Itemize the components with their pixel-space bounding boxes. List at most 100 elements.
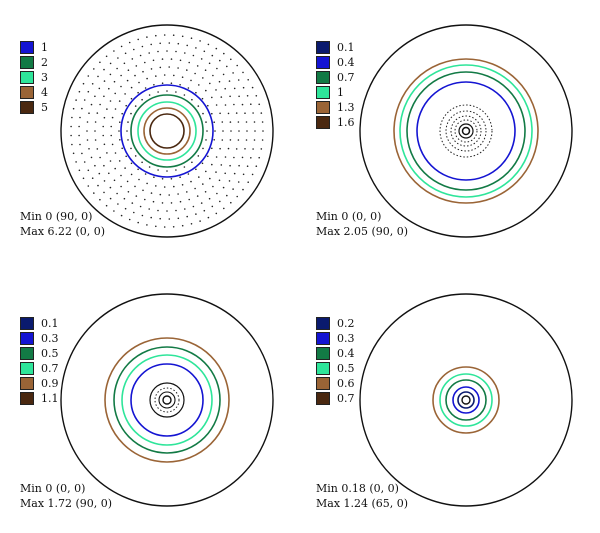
contour-3 — [137, 101, 197, 161]
inner-contour — [158, 391, 176, 409]
grid-dot — [78, 134, 80, 137]
grid-dot — [209, 82, 211, 85]
grid-dot — [127, 191, 130, 193]
grid-dot — [127, 139, 129, 141]
min-value-text: Min 0 (0, 0) — [316, 210, 382, 223]
pole-figure-4 — [359, 293, 573, 507]
legend-label: 1.6 — [337, 116, 355, 129]
legend-label: 0.7 — [337, 71, 355, 84]
grid-dot — [168, 66, 170, 68]
grid-dot — [163, 34, 166, 36]
outer-circle — [60, 293, 274, 507]
grid-dot — [125, 155, 127, 158]
grid-dot — [247, 181, 249, 183]
legend-label: 0.3 — [41, 332, 59, 345]
legend-swatch — [316, 332, 330, 345]
grid-dot — [228, 80, 231, 82]
grid-dot — [191, 161, 193, 164]
grid-dot — [170, 82, 173, 84]
contour-4 — [143, 107, 191, 155]
legend-label: 4 — [41, 86, 48, 99]
contour-0.3 — [452, 386, 480, 414]
legend-swatch — [20, 101, 34, 114]
grid-dot — [146, 224, 148, 226]
grid-dot — [186, 215, 188, 218]
grid-dot — [103, 68, 105, 71]
grid-dot — [159, 42, 161, 45]
grid-dot — [187, 87, 190, 89]
grid-dot — [93, 192, 95, 194]
grid-dot — [241, 103, 244, 106]
grid-dot — [120, 214, 123, 217]
legend-label: 3 — [41, 71, 48, 84]
grid-dot — [150, 216, 152, 219]
grid-dot — [205, 139, 207, 141]
grid-dot — [103, 180, 106, 182]
grid-dot — [130, 112, 132, 115]
grid-dot — [81, 107, 83, 110]
legend-label: 5 — [41, 101, 48, 114]
grid-dot — [211, 112, 213, 115]
grid-dot — [226, 194, 228, 197]
grid-dot — [138, 178, 140, 181]
grid-dot — [211, 163, 213, 166]
stats-3: Min 0 (0, 0) Max 1.72 (90, 0) — [20, 481, 112, 511]
grid-dot — [130, 162, 133, 165]
grid-dot — [216, 192, 218, 195]
grid-dot — [103, 80, 106, 82]
grid-dot — [109, 62, 112, 65]
grid-dot — [214, 130, 216, 132]
grid-dot — [215, 156, 218, 158]
grid-dot — [223, 207, 225, 210]
grid-dot — [110, 134, 112, 137]
grid-dot — [177, 217, 180, 220]
legend-label: 0.7 — [41, 362, 59, 375]
grid-dot — [97, 75, 99, 78]
grid-dot — [109, 100, 112, 102]
grid-dot — [148, 94, 151, 96]
grid-dot — [258, 103, 261, 106]
grid-dot — [113, 80, 116, 83]
contour-0.4 — [445, 379, 487, 421]
grid-dot — [146, 182, 148, 185]
grid-dot — [168, 218, 171, 220]
grid-dot — [238, 164, 240, 167]
grid-dot — [152, 200, 155, 203]
legend-swatch — [20, 392, 34, 405]
grid-dot — [223, 52, 225, 55]
grid-dot — [99, 61, 101, 64]
stats-2: Min 0 (0, 0) Max 2.05 (90, 0) — [316, 209, 408, 239]
min-value-text: Min 0 (0, 0) — [20, 482, 86, 495]
grid-dot — [195, 168, 197, 171]
grid-dot — [126, 130, 128, 132]
grid-dot — [114, 167, 116, 170]
grid-dot — [212, 185, 214, 188]
grid-dot — [211, 96, 213, 99]
legend-label: 0.5 — [41, 347, 59, 360]
legend-swatch — [316, 362, 330, 375]
grid-dot — [204, 191, 207, 193]
grid-dot — [81, 152, 83, 155]
grid-dot — [227, 147, 230, 150]
contour-0.9 — [104, 337, 230, 463]
grid-dot — [141, 214, 144, 217]
grid-dot — [118, 130, 120, 132]
grid-dot — [70, 134, 72, 137]
grid-dot — [152, 59, 155, 62]
grid-dot — [94, 139, 97, 141]
grid-dot — [172, 226, 175, 228]
grid-dot — [114, 92, 116, 95]
grid-dot — [181, 76, 184, 78]
grid-dot — [103, 143, 106, 146]
grid-dot — [190, 223, 193, 225]
grid-dot — [124, 52, 127, 55]
grid-dot — [118, 160, 121, 162]
grid-dot — [224, 104, 227, 106]
grid-dot — [157, 91, 159, 93]
grid-dot — [71, 116, 73, 119]
grid-dot — [177, 193, 179, 195]
grid-dot — [220, 96, 223, 98]
grid-dot — [242, 86, 245, 89]
inner-contour — [149, 382, 185, 418]
contour-1.3 — [393, 58, 539, 204]
